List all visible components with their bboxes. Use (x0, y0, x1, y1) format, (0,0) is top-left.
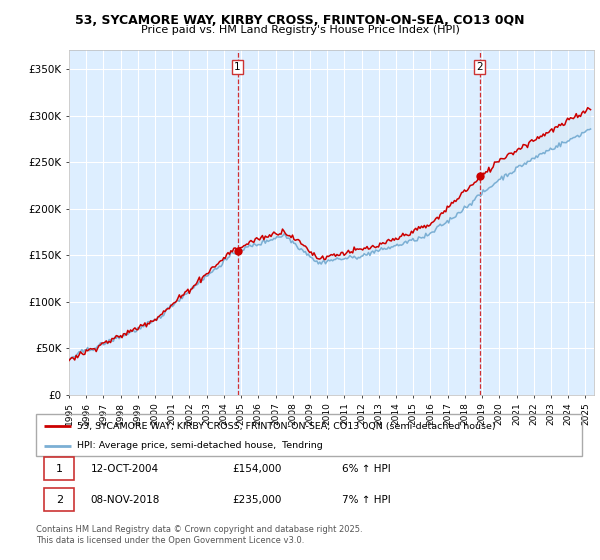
Text: 2: 2 (476, 62, 483, 72)
Text: £154,000: £154,000 (233, 464, 282, 474)
Text: 53, SYCAMORE WAY, KIRBY CROSS, FRINTON-ON-SEA, CO13 0QN (semi-detached house): 53, SYCAMORE WAY, KIRBY CROSS, FRINTON-O… (77, 422, 496, 431)
Text: 53, SYCAMORE WAY, KIRBY CROSS, FRINTON-ON-SEA, CO13 0QN: 53, SYCAMORE WAY, KIRBY CROSS, FRINTON-O… (75, 14, 525, 27)
Text: 2: 2 (56, 494, 63, 505)
Text: 7% ↑ HPI: 7% ↑ HPI (342, 494, 391, 505)
Text: Contains HM Land Registry data © Crown copyright and database right 2025.
This d: Contains HM Land Registry data © Crown c… (36, 525, 362, 545)
Text: 08-NOV-2018: 08-NOV-2018 (91, 494, 160, 505)
Text: 6% ↑ HPI: 6% ↑ HPI (342, 464, 391, 474)
Text: HPI: Average price, semi-detached house,  Tendring: HPI: Average price, semi-detached house,… (77, 441, 323, 450)
Text: 1: 1 (56, 464, 63, 474)
Text: 1: 1 (234, 62, 241, 72)
Text: 12-OCT-2004: 12-OCT-2004 (91, 464, 159, 474)
Text: Price paid vs. HM Land Registry's House Price Index (HPI): Price paid vs. HM Land Registry's House … (140, 25, 460, 35)
Text: £235,000: £235,000 (233, 494, 282, 505)
